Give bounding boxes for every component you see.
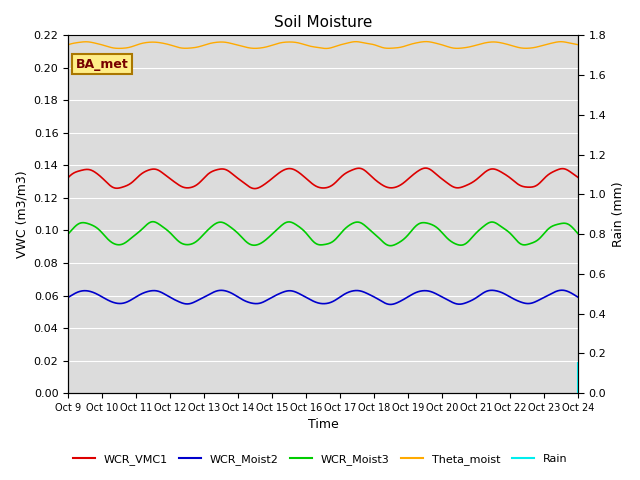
- Title: Soil Moisture: Soil Moisture: [274, 15, 372, 30]
- Y-axis label: VWC (m3/m3): VWC (m3/m3): [15, 170, 28, 258]
- Y-axis label: Rain (mm): Rain (mm): [612, 181, 625, 247]
- X-axis label: Time: Time: [308, 419, 339, 432]
- Text: BA_met: BA_met: [76, 58, 129, 71]
- Legend: WCR_VMC1, WCR_Moist2, WCR_Moist3, Theta_moist, Rain: WCR_VMC1, WCR_Moist2, WCR_Moist3, Theta_…: [68, 450, 572, 469]
